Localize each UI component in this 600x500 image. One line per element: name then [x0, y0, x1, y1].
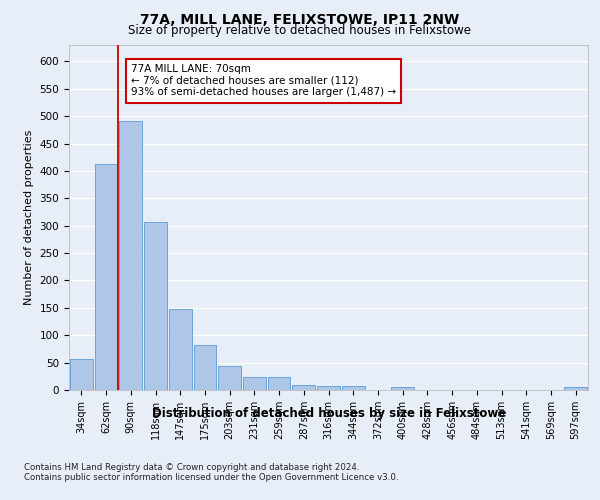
- Bar: [144, 222, 167, 390]
- Y-axis label: Number of detached properties: Number of detached properties: [24, 130, 34, 305]
- Text: Contains HM Land Registry data © Crown copyright and database right 2024.: Contains HM Land Registry data © Crown c…: [24, 462, 359, 471]
- Text: Distribution of detached houses by size in Felixstowe: Distribution of detached houses by size …: [152, 408, 506, 420]
- Bar: [391, 388, 414, 390]
- Bar: [70, 359, 93, 390]
- Bar: [95, 164, 118, 390]
- Bar: [342, 386, 365, 390]
- Bar: [218, 366, 241, 390]
- Bar: [243, 378, 266, 390]
- Text: 77A, MILL LANE, FELIXSTOWE, IP11 2NW: 77A, MILL LANE, FELIXSTOWE, IP11 2NW: [140, 12, 460, 26]
- Bar: [194, 345, 216, 390]
- Text: Contains public sector information licensed under the Open Government Licence v3: Contains public sector information licen…: [24, 474, 398, 482]
- Bar: [564, 388, 587, 390]
- Bar: [317, 386, 340, 390]
- Bar: [268, 377, 290, 390]
- Text: 77A MILL LANE: 70sqm
← 7% of detached houses are smaller (112)
93% of semi-detac: 77A MILL LANE: 70sqm ← 7% of detached ho…: [131, 64, 396, 98]
- Bar: [119, 120, 142, 390]
- Text: Size of property relative to detached houses in Felixstowe: Size of property relative to detached ho…: [128, 24, 472, 37]
- Bar: [169, 309, 191, 390]
- Bar: [292, 384, 315, 390]
